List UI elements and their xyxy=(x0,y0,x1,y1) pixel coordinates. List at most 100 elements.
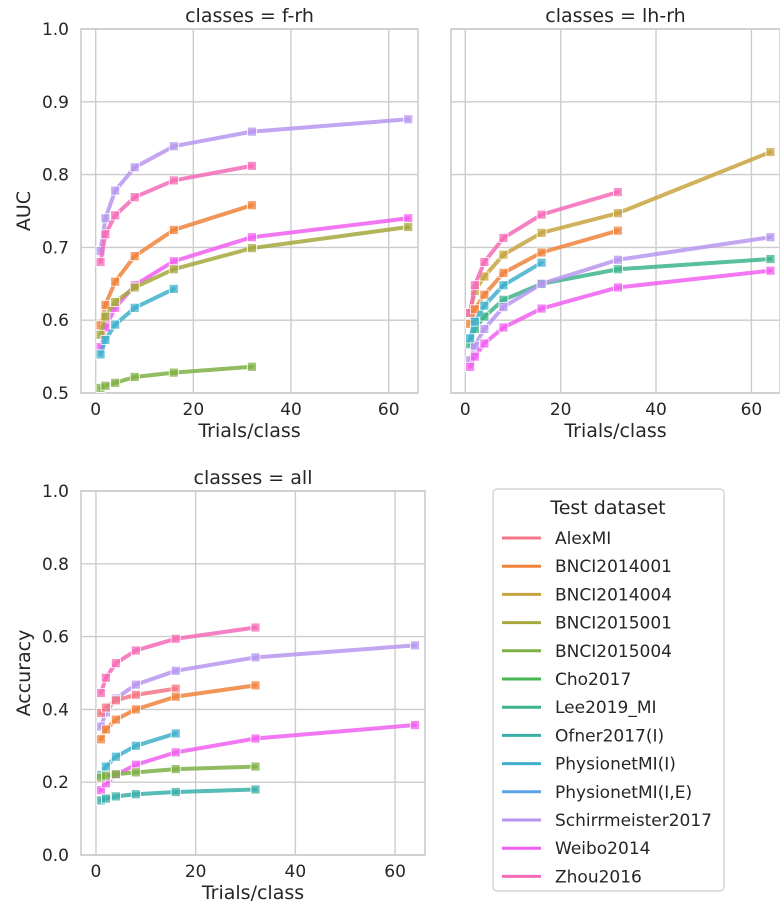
data-point xyxy=(96,688,106,698)
data-point xyxy=(96,708,106,718)
data-point xyxy=(130,679,141,690)
legend-entry: PhysionetMI(I) xyxy=(502,755,676,775)
data-point xyxy=(250,761,261,772)
y-tick-label: 0.7 xyxy=(42,238,69,258)
legend-entry: BNCI2014001 xyxy=(502,557,672,577)
x-tick-label: 20 xyxy=(185,862,207,882)
y-tick-label: 0.4 xyxy=(42,700,69,720)
y-axis-label: Accuracy xyxy=(13,630,35,717)
data-point xyxy=(101,793,111,804)
series-ofner2017-i- xyxy=(96,784,261,806)
data-point xyxy=(100,311,111,322)
data-point xyxy=(498,249,509,260)
legend-label: BNCI2015001 xyxy=(555,614,672,634)
data-point xyxy=(410,720,420,730)
x-axis-label: Trials/class xyxy=(563,420,666,442)
legend-entry: BNCI2015001 xyxy=(502,614,672,634)
legend-label: PhysionetMI(I) xyxy=(555,755,676,775)
data-point xyxy=(110,791,121,802)
data-point xyxy=(403,114,414,125)
data-point xyxy=(403,213,414,224)
data-point xyxy=(536,278,547,289)
series-physionetmi-i- xyxy=(465,257,547,344)
data-point xyxy=(110,695,121,706)
data-point xyxy=(129,162,140,173)
data-point xyxy=(250,733,261,744)
data-point xyxy=(170,665,181,676)
y-tick-label: 0.6 xyxy=(42,628,69,648)
data-point xyxy=(101,770,111,781)
legend-entry: Lee2019_MI xyxy=(502,698,657,718)
series-bnci2015004 xyxy=(95,361,257,393)
data-point xyxy=(612,225,623,236)
data-point xyxy=(130,704,141,715)
data-point xyxy=(612,264,623,275)
data-point xyxy=(479,257,490,267)
x-tick-label: 20 xyxy=(183,400,205,420)
data-point xyxy=(536,227,547,238)
panel-title: classes = all xyxy=(194,467,313,489)
legend-title: Test dataset xyxy=(549,497,665,519)
legend-entry: Ofner2017(I) xyxy=(502,726,664,746)
y-tick-label: 0.8 xyxy=(42,166,69,186)
plot-frame xyxy=(450,28,780,394)
data-point xyxy=(247,160,257,171)
legend-entry: Cho2017 xyxy=(502,670,631,690)
data-point xyxy=(765,254,776,264)
data-point xyxy=(498,280,509,291)
x-axis-label: Trials/class xyxy=(201,882,304,904)
data-point xyxy=(96,785,106,796)
data-point xyxy=(612,187,623,197)
data-point xyxy=(170,691,181,702)
panel-2: 0 20 40 60 classes = lh-rh Trials/class xyxy=(450,5,780,442)
data-point xyxy=(168,283,179,294)
legend-entry: BNCI2015004 xyxy=(502,642,672,662)
data-point xyxy=(129,251,140,262)
legend-frame xyxy=(492,488,725,892)
legend-label: Zhou2016 xyxy=(555,867,642,887)
data-point xyxy=(129,192,140,203)
x-tick-label: 0 xyxy=(90,400,101,420)
legend-label: Lee2019_MI xyxy=(555,698,657,718)
data-point xyxy=(250,680,261,691)
x-tick-label: 40 xyxy=(285,862,307,882)
data-point xyxy=(765,232,776,243)
series-zhou2016 xyxy=(96,622,261,698)
data-point xyxy=(101,672,111,683)
data-point xyxy=(168,141,179,152)
data-point xyxy=(250,784,261,795)
data-point xyxy=(129,372,140,382)
y-tick-label: 0.2 xyxy=(42,773,69,793)
data-point xyxy=(170,787,181,797)
plot-frame xyxy=(80,28,419,394)
series-bnci2015001 xyxy=(95,222,414,340)
data-point xyxy=(469,304,480,315)
data-point xyxy=(479,338,490,349)
data-point xyxy=(100,380,111,391)
data-point xyxy=(247,200,257,211)
data-point xyxy=(168,264,179,275)
x-tick-label: 60 xyxy=(741,400,763,420)
data-point xyxy=(247,361,257,372)
data-point xyxy=(612,208,623,219)
data-point xyxy=(129,282,140,293)
data-point xyxy=(168,175,179,186)
data-point xyxy=(110,319,121,330)
legend-entry: Zhou2016 xyxy=(502,867,642,887)
x-tick-label: 40 xyxy=(280,400,302,420)
x-tick-label: 60 xyxy=(378,400,400,420)
data-point xyxy=(110,185,121,196)
legend-label: Cho2017 xyxy=(555,670,631,690)
data-point xyxy=(130,689,141,700)
data-point xyxy=(247,126,257,137)
data-point xyxy=(168,225,179,235)
y-tick-label: 0.0 xyxy=(42,846,69,866)
data-point xyxy=(469,316,480,327)
y-tick-label: 0.6 xyxy=(42,311,69,331)
data-point xyxy=(170,633,181,644)
series-bnci2015004 xyxy=(96,761,261,783)
legend-label: Weibo2014 xyxy=(555,839,650,859)
panel-title: classes = f-rh xyxy=(185,5,314,27)
data-point xyxy=(247,232,257,243)
data-point xyxy=(130,789,141,800)
